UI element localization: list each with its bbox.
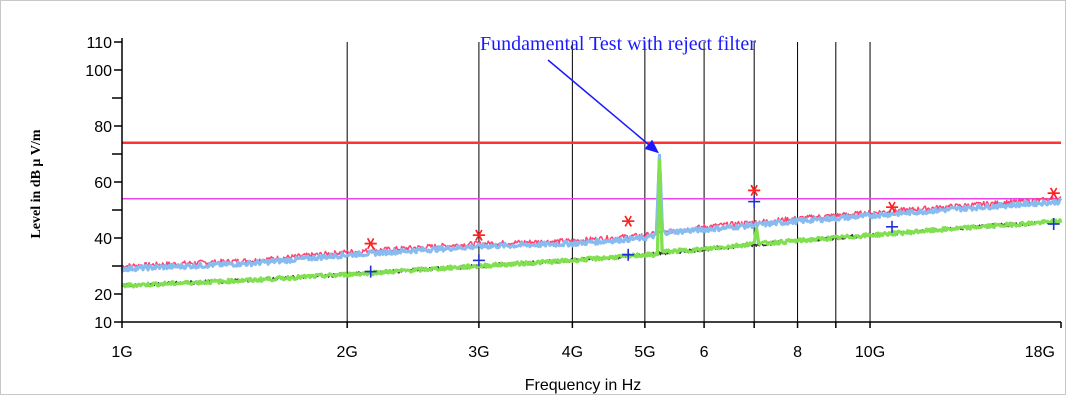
average-marker — [472, 254, 485, 267]
series-spike — [656, 159, 664, 255]
series-spike — [752, 226, 761, 244]
series-line-1 — [120, 156, 1063, 273]
x-tick-label: 5G — [634, 344, 655, 361]
y-tick-label: 100 — [85, 63, 112, 80]
x-tick-label: 2G — [337, 344, 358, 361]
y-tick-label: 20 — [94, 287, 112, 304]
x-tick-label: 1G — [111, 344, 132, 361]
x-tick-label: 18G — [1025, 344, 1055, 361]
y-tick-label: 80 — [94, 119, 112, 136]
peak-marker — [886, 201, 899, 213]
x-axis-title: Frequency in Hz — [525, 377, 642, 394]
average-marker — [622, 248, 635, 261]
marker-stroke — [624, 215, 632, 227]
x-tick-label: 4G — [562, 344, 583, 361]
marker-stroke — [1050, 187, 1058, 199]
series-line-3 — [120, 166, 1063, 289]
y-tick-label: 110 — [86, 35, 112, 52]
x-tick-label: 6 — [700, 344, 709, 361]
peak-marker — [1047, 187, 1060, 199]
peak-marker — [364, 237, 377, 250]
annotation-text: Fundamental Test with reject filter — [480, 33, 756, 55]
x-tick-label: 8 — [793, 344, 802, 361]
average-marker — [886, 220, 899, 233]
marker-stroke — [750, 184, 758, 197]
x-tick-label: 3G — [468, 344, 489, 361]
peak-marker — [622, 215, 635, 227]
average-marker — [364, 265, 377, 278]
y-tick-label: 10 — [94, 315, 112, 332]
annotation-arrow — [547, 59, 660, 154]
annotation: Fundamental Test with reject filter — [480, 33, 756, 154]
y-axis-title: Level in dB μ V/m — [29, 129, 44, 238]
axes: 10 20 40 60 80 100 110 1G 2G 3G 4G 5G 6 8 10G 18G — [85, 35, 1062, 361]
average-marker — [1047, 218, 1060, 230]
y-tick-label: 60 — [94, 175, 112, 192]
marker-stroke — [366, 237, 375, 250]
data-series — [120, 153, 1063, 289]
peak-marker — [748, 184, 761, 197]
x-tick-label: 10G — [855, 344, 885, 361]
plot-area — [122, 42, 1061, 322]
average-marker — [748, 195, 761, 208]
limit-lines — [122, 141, 1061, 200]
y-tick-label: 40 — [94, 231, 112, 248]
peak-marker — [472, 229, 485, 241]
marker-stroke — [888, 201, 896, 213]
measurement-markers — [364, 184, 1060, 278]
marker-stroke — [475, 229, 483, 241]
